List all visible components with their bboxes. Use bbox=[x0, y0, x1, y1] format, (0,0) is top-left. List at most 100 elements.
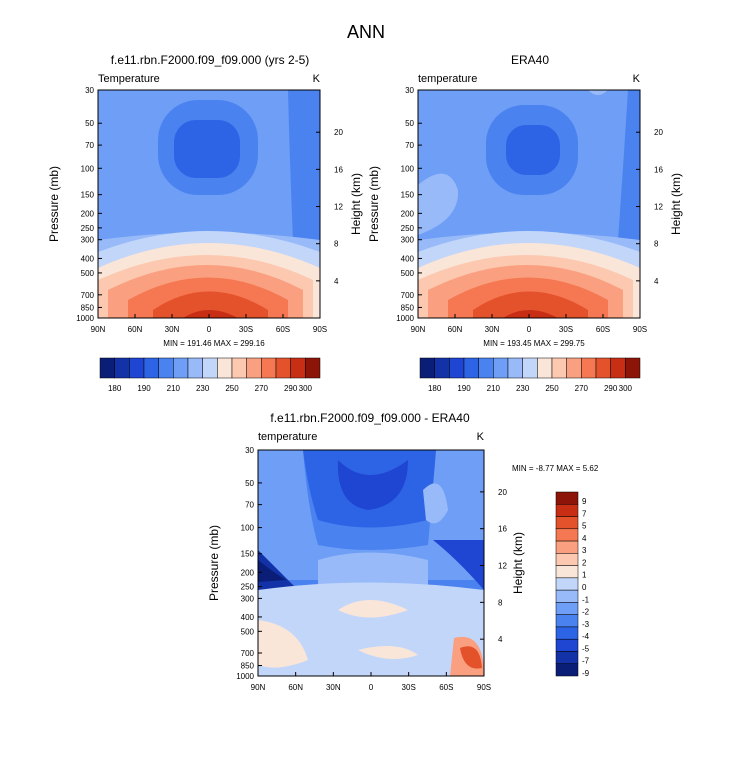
y-tick-label: 150 bbox=[401, 191, 415, 200]
colorbar-swatch bbox=[507, 357, 523, 379]
colorbar-swatch bbox=[555, 663, 579, 677]
y-tick-label: 100 bbox=[81, 164, 95, 173]
y-tick-label: 1000 bbox=[236, 672, 254, 681]
x-tick-label: 30N bbox=[326, 683, 341, 692]
colorbar-tick-label: 0 bbox=[582, 583, 587, 592]
y2-axis-title: Height (km) bbox=[511, 532, 525, 594]
y-tick-label: 1000 bbox=[396, 314, 414, 323]
colorbar-tick-label: -2 bbox=[582, 608, 590, 617]
colorbar-swatch bbox=[463, 357, 479, 379]
colorbar-swatch bbox=[187, 357, 203, 379]
y-tick-label: 500 bbox=[241, 627, 255, 636]
colorbar-tick-label: 3 bbox=[582, 546, 587, 555]
colorbar-swatch bbox=[555, 553, 579, 566]
x-tick-label: 0 bbox=[207, 325, 212, 334]
colorbar-swatch bbox=[610, 357, 626, 379]
panel-units-label: K bbox=[633, 73, 641, 85]
x-tick-label: 30S bbox=[402, 683, 416, 692]
y-tick-label: 250 bbox=[81, 224, 95, 233]
colorbar-swatch bbox=[275, 357, 291, 379]
colorbar-swatch bbox=[202, 357, 218, 379]
colorbar-tick-label: 190 bbox=[137, 384, 151, 393]
colorbar-tick-label: 290 bbox=[604, 384, 618, 393]
y-tick-label: 400 bbox=[241, 613, 255, 622]
difference-panel: f.e11.rbn.F2000.f09_f09.000 - ERA40 temp… bbox=[207, 411, 599, 692]
colorbar-tick-label: 190 bbox=[457, 384, 471, 393]
colorbar-tick-label: 270 bbox=[255, 384, 269, 393]
colorbar-swatch bbox=[555, 516, 579, 530]
y2-tick-label: 20 bbox=[498, 488, 507, 497]
colorbar-swatch bbox=[217, 357, 233, 379]
x-tick-label: 90S bbox=[313, 325, 327, 334]
y-tick-label: 400 bbox=[81, 254, 95, 263]
colorbar-swatch bbox=[555, 626, 579, 640]
y-tick-label: 100 bbox=[401, 164, 415, 173]
y2-tick-label: 8 bbox=[334, 240, 339, 249]
colorbar-swatch bbox=[551, 357, 567, 379]
panel-units-label: K bbox=[477, 431, 485, 443]
colorbar-swatch bbox=[555, 540, 579, 554]
colorbar-tick-label: 9 bbox=[582, 497, 587, 506]
colorbar-swatch bbox=[261, 357, 277, 379]
y2-tick-label: 4 bbox=[334, 277, 339, 286]
colorbar-tick-label: -3 bbox=[582, 620, 590, 629]
x-tick-label: 30N bbox=[485, 325, 500, 334]
colorbar-tick-label: -1 bbox=[582, 595, 590, 604]
colorbar-swatch bbox=[246, 357, 262, 379]
y-axis-title: Pressure (mb) bbox=[47, 166, 61, 242]
colorbar-tick-label: 230 bbox=[516, 384, 530, 393]
y-tick-label: 30 bbox=[85, 86, 94, 95]
x-tick-label: 90N bbox=[251, 683, 266, 692]
colorbar-swatch bbox=[449, 357, 465, 379]
y-tick-label: 500 bbox=[81, 269, 95, 278]
colorbar-tick-label: 180 bbox=[428, 384, 442, 393]
era40-axes: 30 50 70 100 150 200 250 300 400 500 700 850 1000 20 1… bbox=[396, 86, 663, 334]
y-tick-label: 50 bbox=[405, 119, 414, 128]
y-tick-label: 200 bbox=[241, 568, 255, 577]
colorbar-swatch bbox=[493, 357, 509, 379]
y-tick-label: 700 bbox=[401, 291, 415, 300]
x-tick-label: 30S bbox=[239, 325, 253, 334]
colorbar-swatch bbox=[555, 504, 579, 517]
y2-tick-label: 12 bbox=[654, 203, 663, 212]
era40-temperature-panel: ERA40 temperature K Pressure (mb) Height… bbox=[367, 53, 683, 348]
colorbar-tick-label: 180 bbox=[108, 384, 122, 393]
x-tick-label: 0 bbox=[369, 683, 374, 692]
y-tick-label: 30 bbox=[405, 86, 414, 95]
colorbar-swatch bbox=[99, 357, 115, 379]
stats-label: MIN = 193.45 MAX = 299.75 bbox=[483, 339, 585, 348]
colorbar-swatch bbox=[566, 357, 582, 379]
y-tick-label: 850 bbox=[241, 662, 255, 671]
colorbar-swatch bbox=[129, 357, 145, 379]
y-tick-label: 150 bbox=[241, 550, 255, 559]
x-tick-label: 90S bbox=[477, 683, 491, 692]
x-tick-label: 90S bbox=[633, 325, 647, 334]
colorbar-swatch bbox=[537, 357, 553, 379]
y2-tick-label: 8 bbox=[654, 240, 659, 249]
y2-tick-label: 20 bbox=[334, 128, 343, 137]
difference-contour-field bbox=[258, 450, 484, 676]
colorbar-swatch bbox=[555, 651, 579, 664]
era40-colorbar: 180 190 210 230 250 270 290 300 bbox=[419, 357, 641, 393]
colorbar-tick-label: -5 bbox=[582, 644, 590, 653]
colorbar-tick-label: 300 bbox=[299, 384, 313, 393]
colorbar-tick-label: 210 bbox=[167, 384, 181, 393]
colorbar-tick-label: 1 bbox=[582, 571, 587, 580]
colorbar-swatch bbox=[555, 638, 579, 652]
x-tick-label: 60N bbox=[448, 325, 463, 334]
y-tick-label: 100 bbox=[241, 524, 255, 533]
y-tick-label: 70 bbox=[85, 141, 94, 150]
y-tick-label: 300 bbox=[241, 594, 255, 603]
model-colorbar: 180 190 210 230 250 270 290 300 bbox=[99, 357, 321, 393]
stats-label: MIN = 191.46 MAX = 299.16 bbox=[163, 339, 265, 348]
y2-tick-label: 20 bbox=[654, 128, 663, 137]
colorbar-swatch bbox=[158, 357, 174, 379]
model-temperature-panel: f.e11.rbn.F2000.f09_f09.000 (yrs 2-5) Te… bbox=[47, 53, 363, 348]
colorbar-swatch bbox=[173, 357, 189, 379]
y-tick-label: 850 bbox=[401, 303, 415, 312]
y-tick-label: 850 bbox=[81, 303, 95, 312]
colorbar-tick-label: -7 bbox=[582, 657, 590, 666]
colorbar-swatch bbox=[555, 602, 579, 615]
x-tick-label: 0 bbox=[527, 325, 532, 334]
